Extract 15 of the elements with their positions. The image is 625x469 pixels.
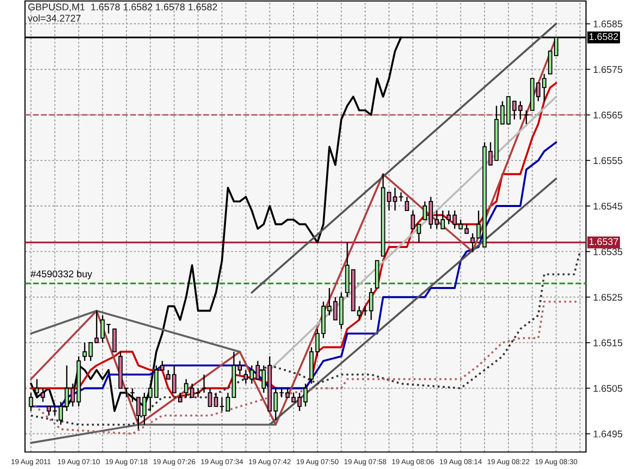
y-tick-label: 1.6585 [594,20,622,28]
y-tick-label: 1.6495 [594,430,622,438]
y-tick-label: 1.6525 [594,294,622,301]
y-tick-label: 1.6535 [594,248,622,256]
y-tick-label: 1.6505 [594,384,622,392]
ref-line-label: 1.6537 [590,238,618,246]
annotation: vol=34.2727 [28,14,81,22]
y-tick-label: 1.6515 [594,339,622,346]
ref-line-label: #4590332 buy [30,270,92,280]
y-tick-label: 1.6565 [594,112,622,119]
y-tick-label: 1.6555 [594,157,622,164]
chart-title: GBPUSD,M1 1.6578 1.6582 1.6578 1.6582 [28,4,218,12]
ref-line-label: 1.6582 [590,33,618,40]
y-tick-label: 1.6575 [594,66,622,73]
y-tick-label: 1.6545 [594,202,622,210]
